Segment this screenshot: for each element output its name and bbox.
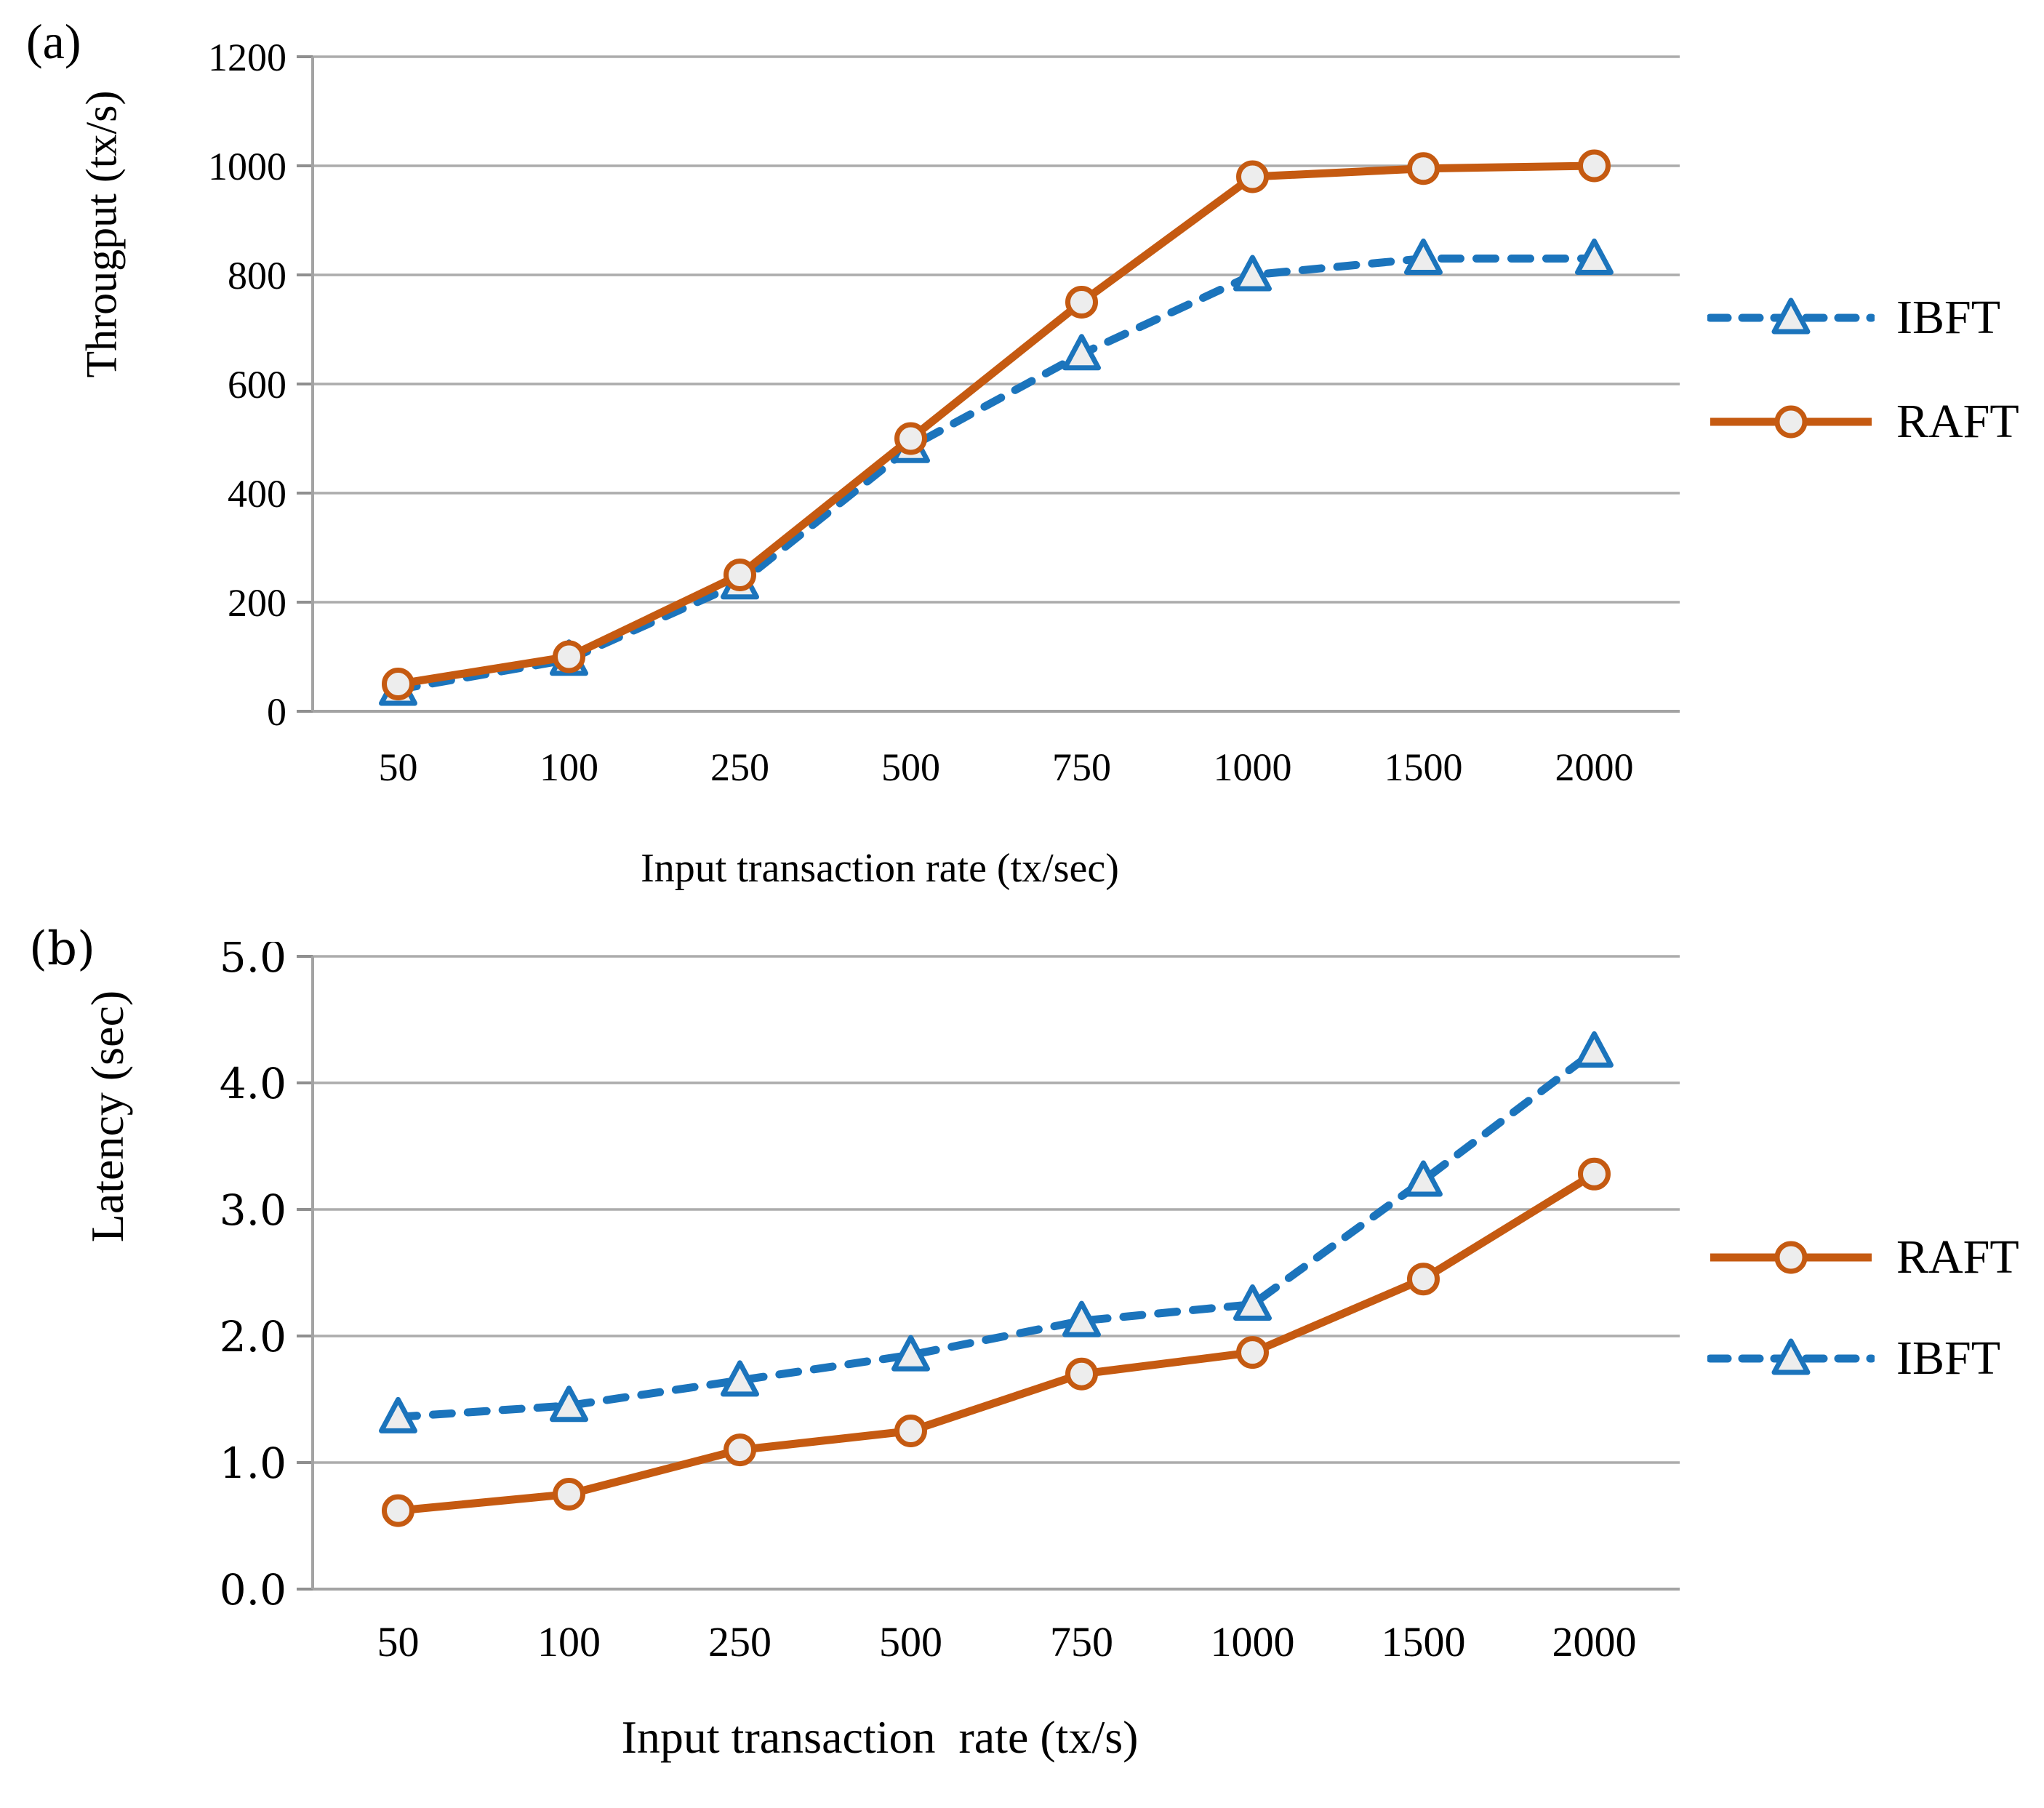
legend-sample-RAFT [1710,1241,1872,1274]
latency-x-axis-title: Input transaction rate (tx/s) [621,1711,1139,1763]
x-tick-label: 250 [708,1618,771,1665]
legend-label: IBFT [1896,1332,2001,1385]
y-tick-label: 600 [228,363,286,407]
x-tick-label: 50 [377,1618,420,1665]
marker-triangle [1771,297,1811,335]
y-tick-label: 1200 [208,42,286,79]
x-tick-label: 750 [1050,1618,1113,1665]
legend-item-IBFT: IBFT [1707,1326,2019,1391]
marker-circle [894,422,927,455]
series-line-RAFT [397,161,1595,688]
y-tick-label: 400 [228,472,286,516]
x-tick-label: 250 [710,745,769,789]
marker-circle [382,1494,414,1527]
x-tick-label: 500 [879,1618,942,1665]
marker-circle [724,1433,756,1467]
y-tick-label: 200 [228,581,286,625]
y-tick-label: 5.0 [220,942,286,982]
latency-legend: RAFT IBFT [1707,1225,2019,1427]
x-tick-label: 2000 [1552,1618,1637,1665]
marker-circle [553,640,585,673]
marker-circle [1774,405,1808,439]
marker-circle [1774,1241,1808,1274]
legend-sample-IBFT [1707,297,1875,335]
legend-item-IBFT: IBFT [1707,285,2019,351]
marker-triangle [1062,334,1101,371]
x-tick-label: 100 [540,745,598,789]
throughput-x-axis-title: Input transaction rate (tx/sec) [641,846,1119,891]
throughput-axis-title: Througput (tx/s) [77,90,126,378]
legend-sample-RAFT [1710,405,1872,439]
marker-circle [1236,160,1269,193]
series-line-IBFT [394,255,1598,694]
x-tick-label: 1500 [1382,1618,1466,1665]
legend-sample-IBFT [1707,1338,1875,1375]
series-line-RAFT [397,1170,1597,1515]
marker-circle [1236,1336,1269,1369]
series-line-IBFT [394,1047,1598,1421]
legend-label: RAFT [1896,1231,2019,1284]
x-tick-label: 50 [379,745,418,789]
marker-circle [894,1415,927,1447]
throughput-legend: IBFT RAFT [1707,285,2019,493]
marker-triangle [1404,1160,1443,1197]
y-tick-label: 3.0 [220,1185,286,1235]
y-tick-label: 1000 [208,145,286,188]
legend-item-RAFT: RAFT [1707,1225,2019,1290]
marker-triangle [891,1335,930,1372]
latency-axis-title: Latency (sec) [81,990,133,1243]
marker-triangle [1233,1284,1272,1321]
marker-circle [1578,1157,1611,1191]
marker-triangle [1575,239,1614,275]
marker-circle [1407,152,1440,185]
x-tick-label: 2000 [1555,745,1634,789]
marker-circle [1407,1263,1440,1296]
y-tick-label: 1.0 [220,1439,286,1488]
marker-circle [724,559,756,591]
y-tick-label: 800 [228,254,286,297]
x-tick-label: 750 [1052,745,1111,789]
marker-triangle [1062,1300,1101,1337]
marker-circle [1065,1357,1098,1391]
y-tick-label: 0 [267,690,286,734]
marker-triangle [1771,1338,1811,1375]
marker-triangle [1575,1031,1614,1068]
marker-triangle [550,1385,588,1423]
y-tick-label: 4.0 [220,1059,286,1108]
y-tick-label: 2.0 [220,1312,286,1361]
x-tick-label: 100 [537,1618,601,1665]
panel-b-label: (b) [29,922,95,976]
marker-triangle [1404,239,1443,275]
x-tick-label: 1000 [1214,745,1292,789]
marker-triangle [721,1360,759,1397]
marker-triangle [1233,255,1272,292]
panel-a-label: (a) [26,14,81,69]
marker-circle [382,668,414,700]
marker-circle [553,1478,585,1511]
x-tick-label: 500 [881,745,940,789]
x-tick-label: 1500 [1384,745,1463,789]
marker-triangle [379,1396,417,1433]
legend-label: IBFT [1896,291,2001,344]
marker-circle [1578,149,1611,183]
legend-item-RAFT: RAFT [1707,389,2019,455]
legend-label: RAFT [1896,395,2019,448]
y-tick-label: 0.0 [220,1565,286,1615]
latency-chart: 5.0 4.0 3.0 2.0 1.0 0.0 50 100 250 500 750 1000 1500… [220,942,1680,1665]
x-tick-label: 1000 [1211,1618,1295,1665]
marker-circle [1065,286,1098,319]
